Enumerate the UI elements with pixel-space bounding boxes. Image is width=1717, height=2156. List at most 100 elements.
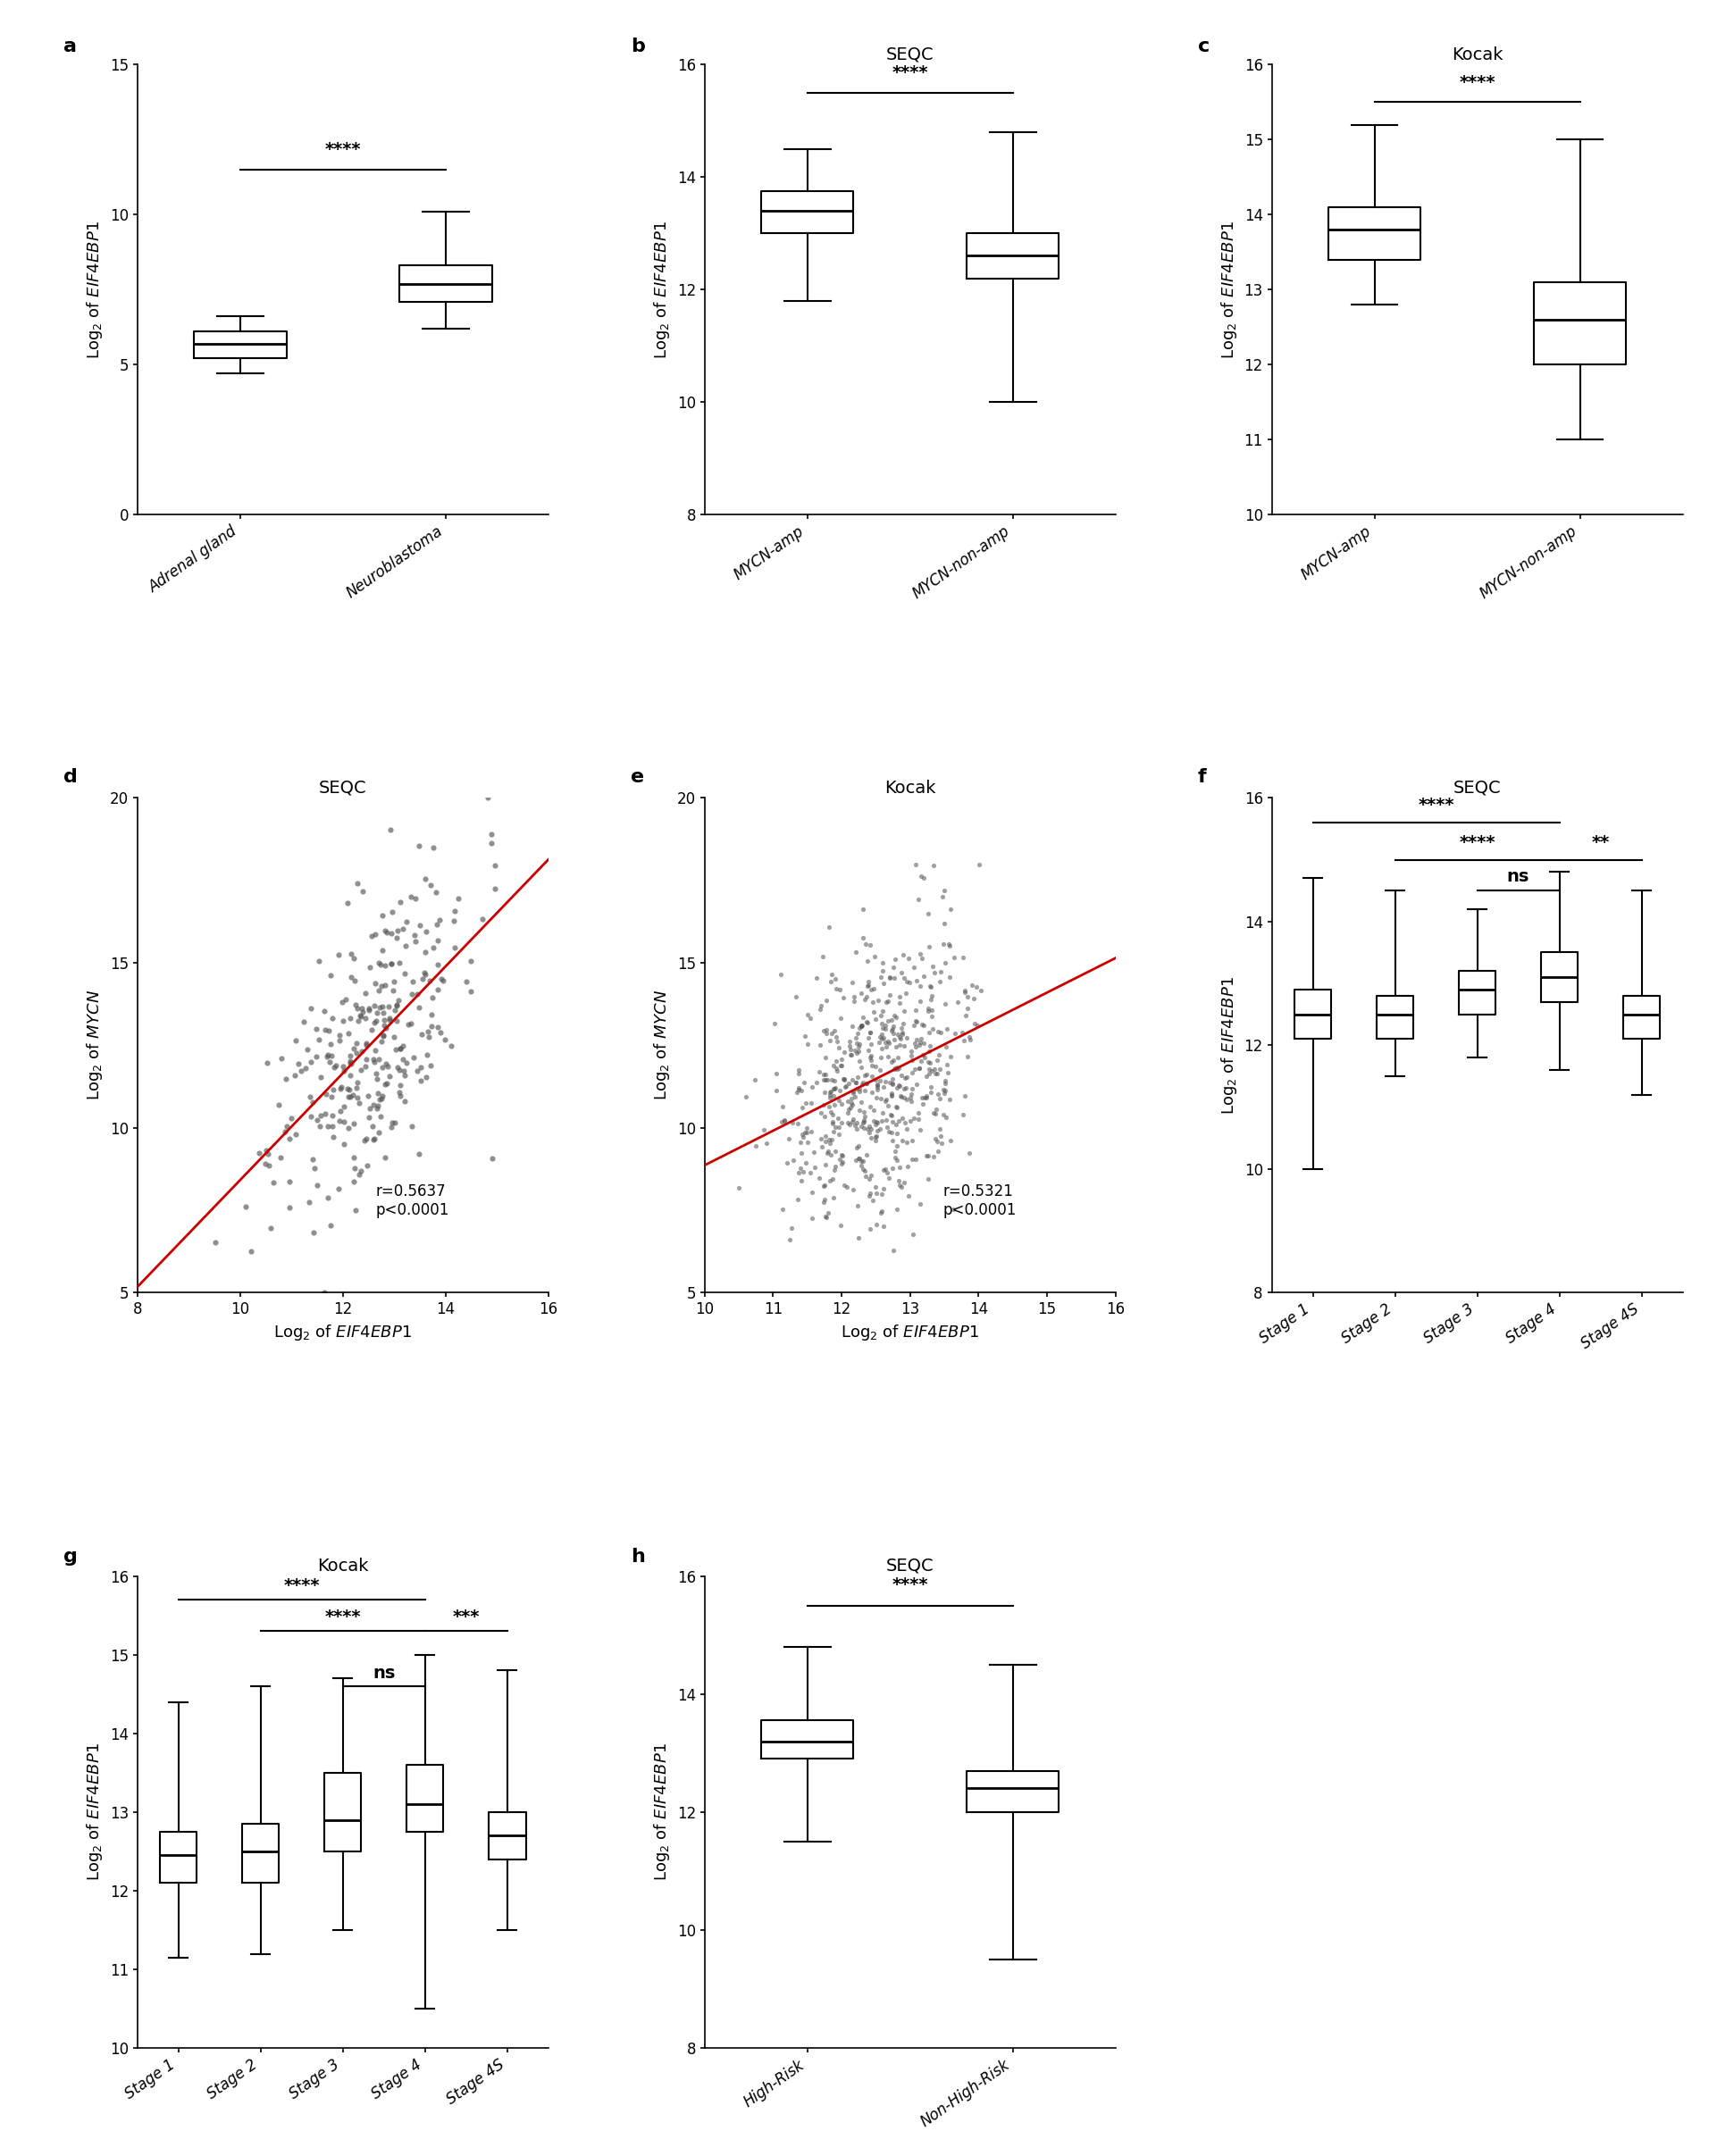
Point <box>343 1072 371 1106</box>
Point <box>941 940 968 975</box>
Text: r=0.5321
p<0.0001: r=0.5321 p<0.0001 <box>943 1184 1016 1218</box>
Point <box>438 1028 465 1063</box>
Text: ****: **** <box>1418 798 1454 813</box>
Point <box>867 1022 895 1056</box>
Point <box>841 1108 869 1143</box>
Point <box>340 1164 367 1199</box>
Point <box>903 847 931 882</box>
Point <box>788 1091 816 1125</box>
Point <box>843 1065 871 1100</box>
Text: ****: **** <box>283 1576 319 1593</box>
Point <box>846 1044 874 1078</box>
Point <box>915 1033 943 1067</box>
Point <box>838 1009 865 1044</box>
Point <box>330 1050 357 1084</box>
Point <box>932 1100 960 1134</box>
Point <box>889 1015 917 1050</box>
Point <box>862 1003 889 1037</box>
Point <box>403 1054 431 1089</box>
Point <box>778 1106 805 1141</box>
Point <box>836 1106 864 1141</box>
Point <box>852 1158 879 1192</box>
Point <box>913 1059 941 1093</box>
Point <box>826 1031 853 1065</box>
Point <box>869 994 896 1028</box>
Point <box>282 1024 309 1059</box>
Point <box>865 1112 893 1147</box>
Point <box>903 1028 931 1063</box>
Point <box>812 1063 840 1097</box>
Point <box>325 1171 352 1205</box>
Point <box>340 1106 367 1141</box>
Point <box>481 847 508 882</box>
Point <box>817 1022 845 1056</box>
Point <box>428 962 455 996</box>
Point <box>843 1026 871 1061</box>
Point <box>343 1035 371 1069</box>
Point <box>828 1106 855 1141</box>
Point <box>361 1041 388 1076</box>
Point <box>810 1076 838 1110</box>
Point <box>888 1059 915 1093</box>
Point <box>824 1024 852 1059</box>
Point <box>742 1130 769 1164</box>
Point <box>299 1143 326 1177</box>
Text: f: f <box>1198 768 1207 787</box>
Point <box>867 1020 895 1054</box>
Point <box>931 1065 958 1100</box>
Point <box>853 1005 881 1039</box>
Point <box>874 1089 901 1123</box>
Point <box>922 1097 950 1132</box>
Point <box>867 1052 895 1087</box>
Point <box>816 1125 843 1160</box>
Point <box>337 1080 364 1115</box>
Point <box>908 940 936 975</box>
Point <box>810 1100 838 1134</box>
Point <box>780 1143 807 1177</box>
Point <box>367 1082 395 1117</box>
Point <box>920 1095 948 1130</box>
Point <box>391 906 419 940</box>
Text: ns: ns <box>1508 867 1530 884</box>
Point <box>378 946 405 981</box>
Point <box>359 1110 386 1145</box>
Point <box>785 1052 812 1087</box>
Point <box>845 1074 872 1108</box>
Point <box>864 1067 891 1102</box>
Point <box>834 1106 862 1141</box>
Point <box>886 985 913 1020</box>
Point <box>834 1084 862 1119</box>
Point <box>361 1089 388 1123</box>
Point <box>888 1011 915 1046</box>
Point <box>931 1072 958 1106</box>
Point <box>319 1097 347 1132</box>
Point <box>853 1112 881 1147</box>
Point <box>355 992 383 1026</box>
Point <box>416 964 443 998</box>
Point <box>950 1097 977 1132</box>
Point <box>788 1136 816 1171</box>
Point <box>325 1018 352 1052</box>
Point <box>812 983 840 1018</box>
Point <box>838 1063 865 1097</box>
Point <box>862 1050 889 1084</box>
Point <box>862 1119 889 1153</box>
Point <box>725 1171 752 1205</box>
Point <box>349 992 376 1026</box>
Point <box>391 955 419 990</box>
Point <box>790 1153 817 1188</box>
Point <box>783 979 810 1013</box>
Point <box>871 1069 898 1104</box>
Point <box>865 1024 893 1059</box>
Point <box>931 1063 958 1097</box>
Point <box>845 1035 872 1069</box>
Point <box>934 1054 962 1089</box>
Point <box>778 1210 805 1244</box>
Point <box>769 1192 797 1227</box>
Point <box>927 1125 955 1160</box>
Point <box>853 979 881 1013</box>
Point <box>955 1020 982 1054</box>
Point <box>328 1069 355 1104</box>
Point <box>357 1091 385 1125</box>
Point <box>896 1104 924 1138</box>
